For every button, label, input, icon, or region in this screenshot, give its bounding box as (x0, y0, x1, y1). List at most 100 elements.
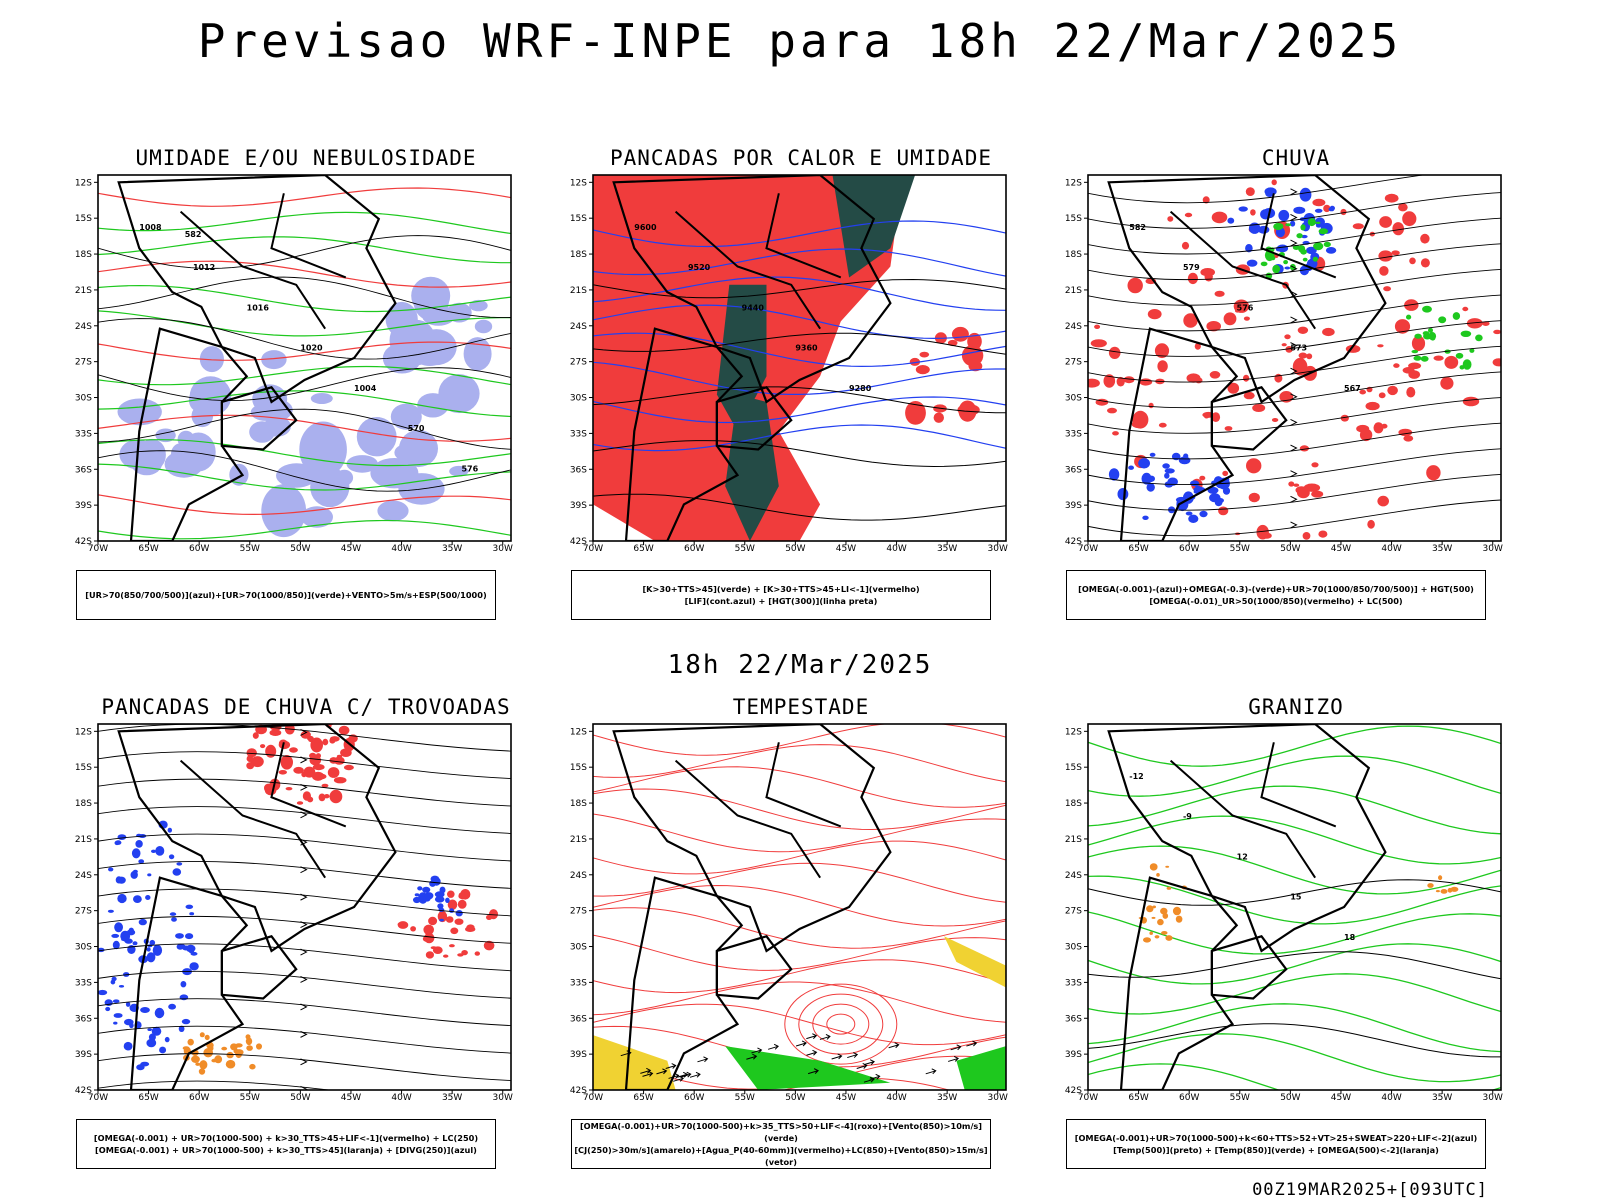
rain-area (1482, 321, 1490, 326)
humidity-area (446, 302, 472, 323)
rain-area (1199, 475, 1206, 481)
rain-area (1373, 422, 1384, 434)
heat-humidity-area (725, 394, 779, 541)
streamline-arrow (300, 948, 308, 956)
lon-label: 60W (1179, 1093, 1199, 1103)
streamline (1088, 499, 1501, 537)
cyclone-contour (812, 1003, 870, 1045)
thunderstorm-area (293, 766, 304, 774)
rain-area (1387, 385, 1398, 396)
streamline-arrow (1290, 444, 1298, 452)
divergence-area (129, 1022, 134, 1029)
streamline (1088, 175, 1427, 204)
lat-label: 30S (570, 394, 587, 404)
rain-area (1318, 530, 1328, 538)
map-content (98, 724, 511, 1090)
rain-area (1194, 377, 1203, 384)
omega-area (1257, 225, 1270, 234)
wind-vector (677, 1071, 689, 1078)
lon-label: 55W (735, 1093, 755, 1103)
lat-label: 18S (1065, 799, 1082, 809)
state-border (674, 759, 821, 879)
rain-area (1493, 329, 1501, 335)
legend-line: [OMEGA(-0.001)+UR>70(1000-500)+k>35_TTS>… (579, 1121, 983, 1143)
thunderstorm-area (278, 770, 287, 775)
heat-humidity-area (716, 284, 767, 432)
streamline-arrow (1290, 239, 1298, 247)
divergence-area (152, 944, 163, 956)
humidity-area (436, 341, 455, 360)
lon-label: 45W (1331, 1093, 1351, 1103)
rain-area (1377, 344, 1384, 348)
lat-label: 27S (570, 358, 587, 368)
country-border (1107, 724, 1387, 953)
lon-label: 30W (1483, 544, 1503, 554)
state-border (1260, 193, 1337, 279)
thunderstorm-area (307, 736, 313, 741)
streamline (98, 751, 511, 779)
lat-label: 39S (1065, 1050, 1082, 1060)
omega-area (1183, 453, 1189, 459)
lat-label: 18S (75, 799, 92, 809)
lat-label: 12S (1065, 727, 1082, 737)
orange-area (256, 1043, 262, 1050)
hail-omega-area (1427, 883, 1434, 888)
lat-label: 36S (570, 1014, 587, 1024)
streamline (98, 860, 511, 889)
omega-area (1149, 452, 1156, 457)
lon-label: 65W (1128, 1093, 1148, 1103)
divergence-area (111, 933, 120, 938)
streamline (98, 998, 511, 1027)
thunderstorm-area (457, 953, 464, 957)
panel-granizo: GRANIZO -12 -9 12 15 18 12S 15S 18S 21S 24S 27S 30S… (1056, 695, 1556, 1185)
omega-strong-area (1292, 245, 1300, 250)
streamline-arrow (300, 811, 308, 819)
humidity-area (416, 352, 443, 366)
omega-strong-area (1413, 355, 1422, 361)
divergence-area (185, 933, 194, 940)
divergence-area (113, 1013, 123, 1018)
lon-label: 35W (442, 1093, 462, 1103)
lat-label: 15S (1065, 763, 1082, 773)
state-border (765, 742, 842, 828)
map-pancadas: 9600 9520 9440 9360 9280 12S 15S 18S 21S 24S 27S 30… (570, 174, 1008, 554)
lc850-contour (593, 934, 1006, 971)
thunderstorm-area (296, 801, 304, 805)
hail-omega-area (1165, 935, 1173, 941)
rain-area (1243, 374, 1250, 382)
divergence-area (424, 892, 434, 900)
divergence-area (128, 927, 134, 933)
rain-area (1183, 313, 1198, 328)
omega-area (1284, 266, 1291, 270)
rain-area (1394, 319, 1411, 334)
lon-label: 45W (836, 544, 856, 554)
state-border (1169, 759, 1316, 879)
lon-label: 65W (1128, 544, 1148, 554)
divergence-area (115, 876, 123, 884)
wind-vector (847, 1052, 859, 1059)
omega-area (1167, 477, 1178, 486)
omega-strong-area (1323, 241, 1331, 248)
divergence-area (117, 834, 127, 840)
map-frame (592, 723, 1007, 1091)
lon-label: 45W (341, 544, 361, 554)
divergence-area (136, 1064, 145, 1071)
divergence-area (151, 1026, 162, 1036)
map-granizo: -12 -9 12 15 18 12S 15S 18S 21S 24S 27S 30S 33S 36S 39… (1065, 723, 1503, 1103)
rain-area (1398, 428, 1413, 437)
lat-label: 39S (75, 1050, 92, 1060)
rain-area (1365, 401, 1380, 411)
omega-area (1227, 217, 1235, 224)
lon-label: 55W (1230, 1093, 1250, 1103)
divergence-area (434, 896, 445, 903)
rain-area (1420, 258, 1430, 268)
divergence-area (168, 1003, 176, 1010)
streamline (1088, 371, 1501, 409)
streamline-arrow (1290, 470, 1298, 478)
pressure-isobar (98, 318, 511, 360)
wind-vector (948, 1055, 960, 1062)
streamline-arrow (300, 756, 308, 764)
convective-area (919, 351, 930, 358)
